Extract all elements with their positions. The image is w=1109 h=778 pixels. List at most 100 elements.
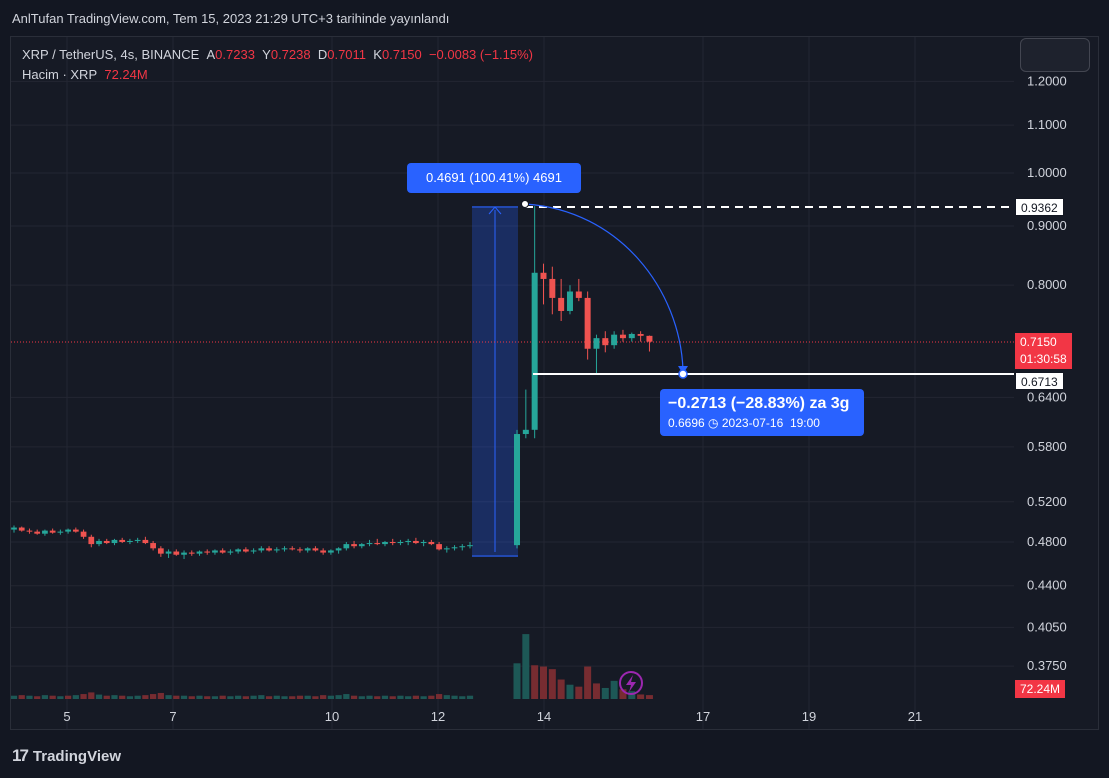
candle-body — [250, 550, 257, 552]
measure-bottom-callout[interactable]: −0.2713 (−28.83%) za 3g 0.6696 ◷ 2023-07… — [660, 389, 864, 436]
candle-body — [188, 552, 195, 554]
volume-bar — [64, 695, 72, 699]
volume-bar — [150, 694, 157, 699]
candle-body — [549, 278, 556, 298]
volume-bar — [250, 695, 257, 699]
candle-body — [304, 548, 311, 551]
x-tick-label: 5 — [63, 709, 70, 724]
candle-body — [451, 547, 458, 549]
volume-bar — [219, 695, 226, 699]
candle-body — [436, 544, 442, 550]
volume-bar — [531, 665, 539, 699]
close-value: 0.7150 — [381, 47, 422, 62]
volume-bar — [196, 695, 203, 699]
candle-body — [157, 548, 164, 554]
candle-body — [343, 544, 350, 549]
candle-body — [646, 335, 653, 342]
candle-body — [142, 539, 149, 544]
projection-arc[interactable] — [524, 203, 684, 371]
volume-bar — [80, 694, 87, 699]
volume-bar — [592, 683, 600, 699]
high-point-marker[interactable] — [521, 200, 529, 208]
candle-body — [57, 531, 64, 533]
volume-bar — [374, 696, 381, 699]
volume-bar — [235, 695, 242, 699]
lightning-icon[interactable] — [619, 671, 643, 695]
candle-body — [602, 338, 609, 346]
countdown-value: 01:30:58 — [1020, 352, 1067, 366]
volume-bar — [420, 696, 427, 699]
volume-bar — [142, 695, 149, 699]
volume-bar — [335, 695, 342, 699]
volume-bar — [320, 695, 327, 699]
volume-bar — [637, 694, 645, 699]
scale-settings-button[interactable] — [1020, 38, 1090, 72]
volume-bar — [522, 634, 530, 699]
volume-bar — [18, 695, 25, 699]
volume-bar — [204, 696, 211, 699]
candle-body — [320, 550, 327, 553]
y-axis: 1.2000 1.1000 1.0000 0.9000 0.8000 0.6400 0.58… — [1027, 73, 1067, 673]
volume-bar — [443, 695, 450, 699]
x-tick-label: 12 — [431, 709, 445, 724]
candle-body — [358, 544, 365, 547]
volume-bars — [10, 634, 653, 699]
volume-bar — [119, 695, 126, 699]
volume-bar — [381, 695, 389, 699]
volume-bar — [350, 695, 358, 699]
volume-bar — [72, 695, 79, 699]
current-price-label: 0.7150 01:30:58 — [1015, 333, 1072, 369]
candle-body — [637, 333, 644, 336]
volume-bar — [601, 687, 609, 699]
candle-body — [312, 548, 319, 551]
chart-frame[interactable] — [10, 36, 1099, 730]
low-label: D — [317, 47, 328, 62]
volume-bar — [327, 695, 334, 699]
candle-body — [389, 542, 396, 544]
volume-bar — [358, 696, 365, 699]
candle-body — [328, 550, 334, 553]
volume-bar — [610, 680, 618, 699]
volume-bar — [389, 696, 396, 699]
volume-bar — [412, 695, 420, 699]
candle-body — [611, 334, 618, 346]
candle-body — [428, 542, 435, 545]
volume-bar — [126, 696, 134, 699]
candle-body — [26, 530, 33, 532]
volume-bar — [41, 695, 49, 699]
volume-badge: 72.24M — [1015, 680, 1066, 698]
candle-body — [351, 544, 357, 547]
candle-body — [111, 539, 118, 544]
y-tick-label: 0.4800 — [1027, 534, 1067, 549]
volume-bar — [95, 694, 103, 699]
candle-body — [289, 548, 296, 550]
target-point-marker[interactable] — [678, 369, 688, 379]
volume-bar — [645, 695, 653, 699]
volume-bar — [397, 695, 404, 699]
symbol-label[interactable]: XRP / TetherUS, 4s, BINANCE — [22, 47, 200, 62]
candle-body — [80, 531, 87, 537]
volume-bar — [619, 689, 627, 699]
measure-top-callout[interactable]: 0.4691 (100.41%) 4691 — [407, 163, 581, 193]
candle-body — [34, 531, 41, 534]
volume-label[interactable]: Hacim · XRP — [22, 67, 98, 82]
y-tick-label: 1.2000 — [1027, 73, 1067, 88]
candle-body — [72, 529, 79, 532]
candle-body — [374, 543, 381, 545]
y-tick-label: 1.1000 — [1027, 117, 1067, 132]
candle-body — [558, 297, 565, 311]
volume-bar — [211, 696, 219, 699]
measure-top-text: 0.4691 (100.41%) 4691 — [426, 170, 562, 185]
footer-brand[interactable]: 17 TradingView — [12, 746, 121, 766]
clock-icon: ◷ — [708, 416, 719, 430]
x-tick-label: 17 — [696, 709, 710, 724]
candle-body — [88, 536, 95, 545]
volume-bar — [539, 666, 547, 699]
y-tick-label: 1.0000 — [1027, 165, 1067, 180]
volume-bar — [258, 695, 265, 699]
y-tick-label: 0.5800 — [1027, 439, 1067, 454]
volume-bar — [242, 696, 249, 699]
volume-bar — [304, 695, 311, 699]
y-tick-label: 0.3750 — [1027, 658, 1067, 673]
